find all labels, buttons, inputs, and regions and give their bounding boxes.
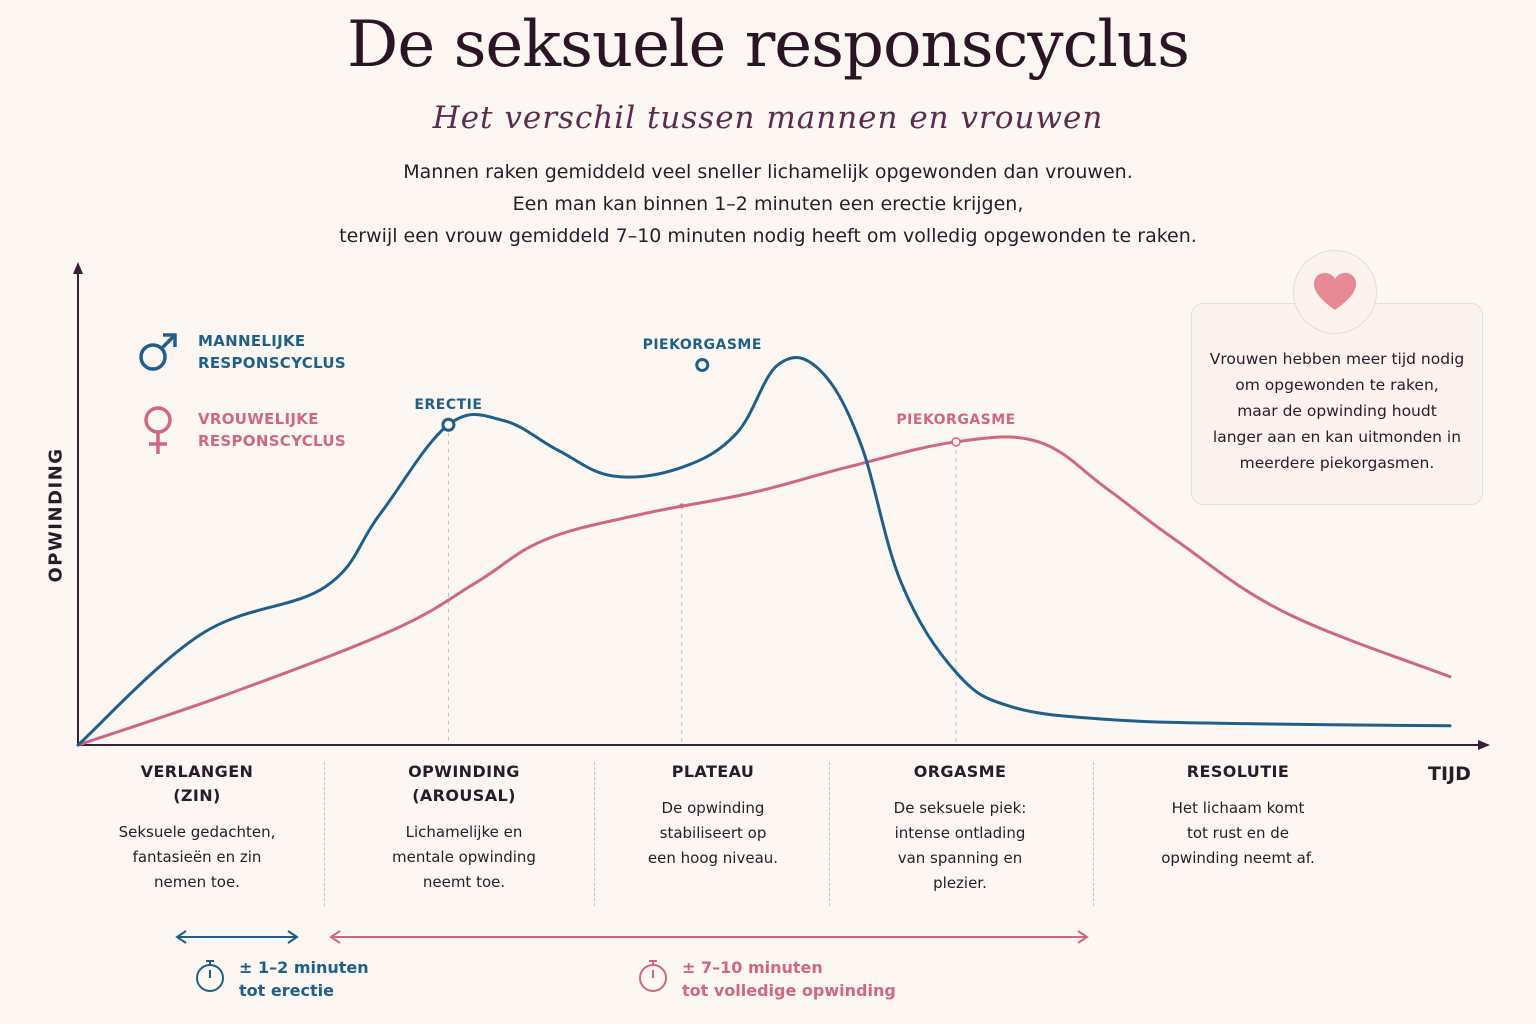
male-duration-arrow <box>175 930 299 944</box>
phase-title: ORGASME <box>913 762 1007 781</box>
page-title: De seksuele responscyclus <box>347 8 1190 82</box>
phase-description: Lichamelijke en mentale opwinding neemt to… <box>392 823 536 891</box>
phase-divider <box>829 762 830 906</box>
x-axis-label: TIJD <box>1428 763 1471 785</box>
male-symbol-icon <box>139 333 177 371</box>
phase-verlangen: VERLANGEN (ZIN) Seksuele gedachten, fantas… <box>77 760 317 895</box>
heart-icon <box>1314 273 1356 310</box>
phase-orgasme: ORGASME De seksuele piek: intense ontladi… <box>840 760 1080 896</box>
phase-description: De opwinding stabiliseert op een hoog nive… <box>647 799 779 867</box>
female-peak-marker <box>951 437 961 447</box>
female-duration-arrow <box>329 930 1089 944</box>
legend-female-label: VROUWELIJKE RESPONSCYCLUS <box>198 410 346 450</box>
legend-female: VROUWELIJKE RESPONSCYCLUS <box>136 404 368 456</box>
phase-plateau: PLATEAU De opwinding stabiliseert op een h… <box>593 760 833 871</box>
intro-line: Een man kan binnen 1–2 minuten een erect… <box>512 193 1024 215</box>
phase-description: De seksuele piek: intense ontlading van sp… <box>893 799 1027 892</box>
phase-description: Seksuele gedachten, fantasieën en zin neme… <box>118 823 276 891</box>
callout-text: Vrouwen hebben meer tijd nodig om opgewo… <box>1209 350 1465 472</box>
stopwatch-icon <box>196 960 224 992</box>
phase-title: VERLANGEN (ZIN) <box>140 762 254 805</box>
phase-resolutie: RESOLUTIE Het lichaam komt tot rust en de… <box>1118 760 1358 871</box>
info-callout: Vrouwen hebben meer tijd nodig om opgewo… <box>1191 303 1483 505</box>
intro-text: Mannen raken gemiddeld veel sneller lich… <box>0 156 1536 252</box>
female-timer-text: ± 7–10 minuten tot volledige opwinding <box>682 958 896 1000</box>
male-peak-marker <box>695 357 710 372</box>
intro-line: terwijl een vrouw gemiddeld 7–10 minuten… <box>339 225 1197 247</box>
male-annotation-label: ERECTIE <box>414 397 482 413</box>
phase-title: OPWINDING (AROUSAL) <box>408 762 520 805</box>
phase-divider <box>594 762 595 906</box>
female-timer: ± 7–10 minuten tot volledige opwinding <box>636 956 896 1002</box>
male-annotation-label: PIEKORGASME <box>643 337 762 353</box>
female-series-line <box>76 435 1452 747</box>
female-annotation-label: PIEKORGASME <box>896 412 1015 428</box>
female-symbol-icon <box>144 406 172 454</box>
phase-divider <box>324 762 325 906</box>
phase-divider <box>1093 762 1094 906</box>
intro-line: Mannen raken gemiddeld veel sneller lich… <box>403 161 1133 183</box>
male-peak-marker <box>441 417 456 432</box>
phase-title: RESOLUTIE <box>1186 762 1290 781</box>
stopwatch-icon <box>639 960 667 992</box>
legend-male: MANNELIJKE RESPONSCYCLUS <box>136 330 368 374</box>
phase-opwinding: OPWINDING (AROUSAL) Lichamelijke en mental… <box>344 760 584 895</box>
female-plateau-marker <box>679 503 685 509</box>
male-timer-text: ± 1–2 minuten tot erectie <box>239 958 369 1000</box>
phase-description: Het lichaam komt tot rust en de opwinding … <box>1161 799 1315 867</box>
phase-title: PLATEAU <box>671 762 755 781</box>
male-timer: ± 1–2 minuten tot erectie <box>193 956 369 1002</box>
male-series-line <box>76 356 1452 747</box>
callout-icon-badge <box>1293 250 1377 334</box>
legend-male-label: MANNELIJKE RESPONSCYCLUS <box>198 332 346 372</box>
page-subtitle: Het verschil tussen mannen en vrouwen <box>432 100 1104 136</box>
